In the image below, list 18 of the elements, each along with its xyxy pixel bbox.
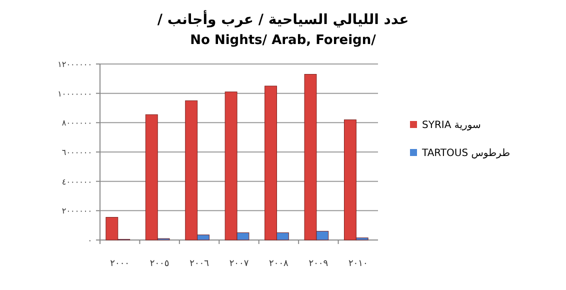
xtick: ٢٠١٠ bbox=[348, 259, 368, 269]
xtick: ٢٠٠٧ bbox=[229, 259, 249, 269]
ytick: ٦٠٠٠٠٠٠ bbox=[62, 148, 92, 157]
xtick: ٢٠٠٥ bbox=[150, 259, 170, 269]
xtick: ٢٠٠٨ bbox=[269, 259, 288, 269]
xtick: ٢٠٠٦ bbox=[190, 259, 209, 269]
title: عدد الليالي السياحية / عرب وأجانب / bbox=[157, 12, 409, 28]
subtitle: No Nights/ Arab, Foreign/ bbox=[190, 33, 376, 48]
xtick: ٢٠٠٩ bbox=[308, 259, 328, 269]
xtick: ٢٠٠٠ bbox=[110, 259, 130, 269]
legend-label: TARTOUS طرطوس bbox=[422, 148, 510, 159]
legend-label: SYRIA سورية bbox=[422, 120, 481, 131]
ytick: ٢٠٠٠٠٠٠ bbox=[62, 206, 92, 216]
ytick: ١٠٠٠٠٠٠٠ bbox=[58, 89, 92, 98]
ytick: ٨٠٠٠٠٠٠ bbox=[62, 118, 92, 128]
ytick: ٠ bbox=[88, 236, 92, 245]
ytick: ٤٠٠٠٠٠٠ bbox=[62, 177, 92, 186]
ytick: ١٢٠٠٠٠٠٠ bbox=[58, 60, 92, 69]
